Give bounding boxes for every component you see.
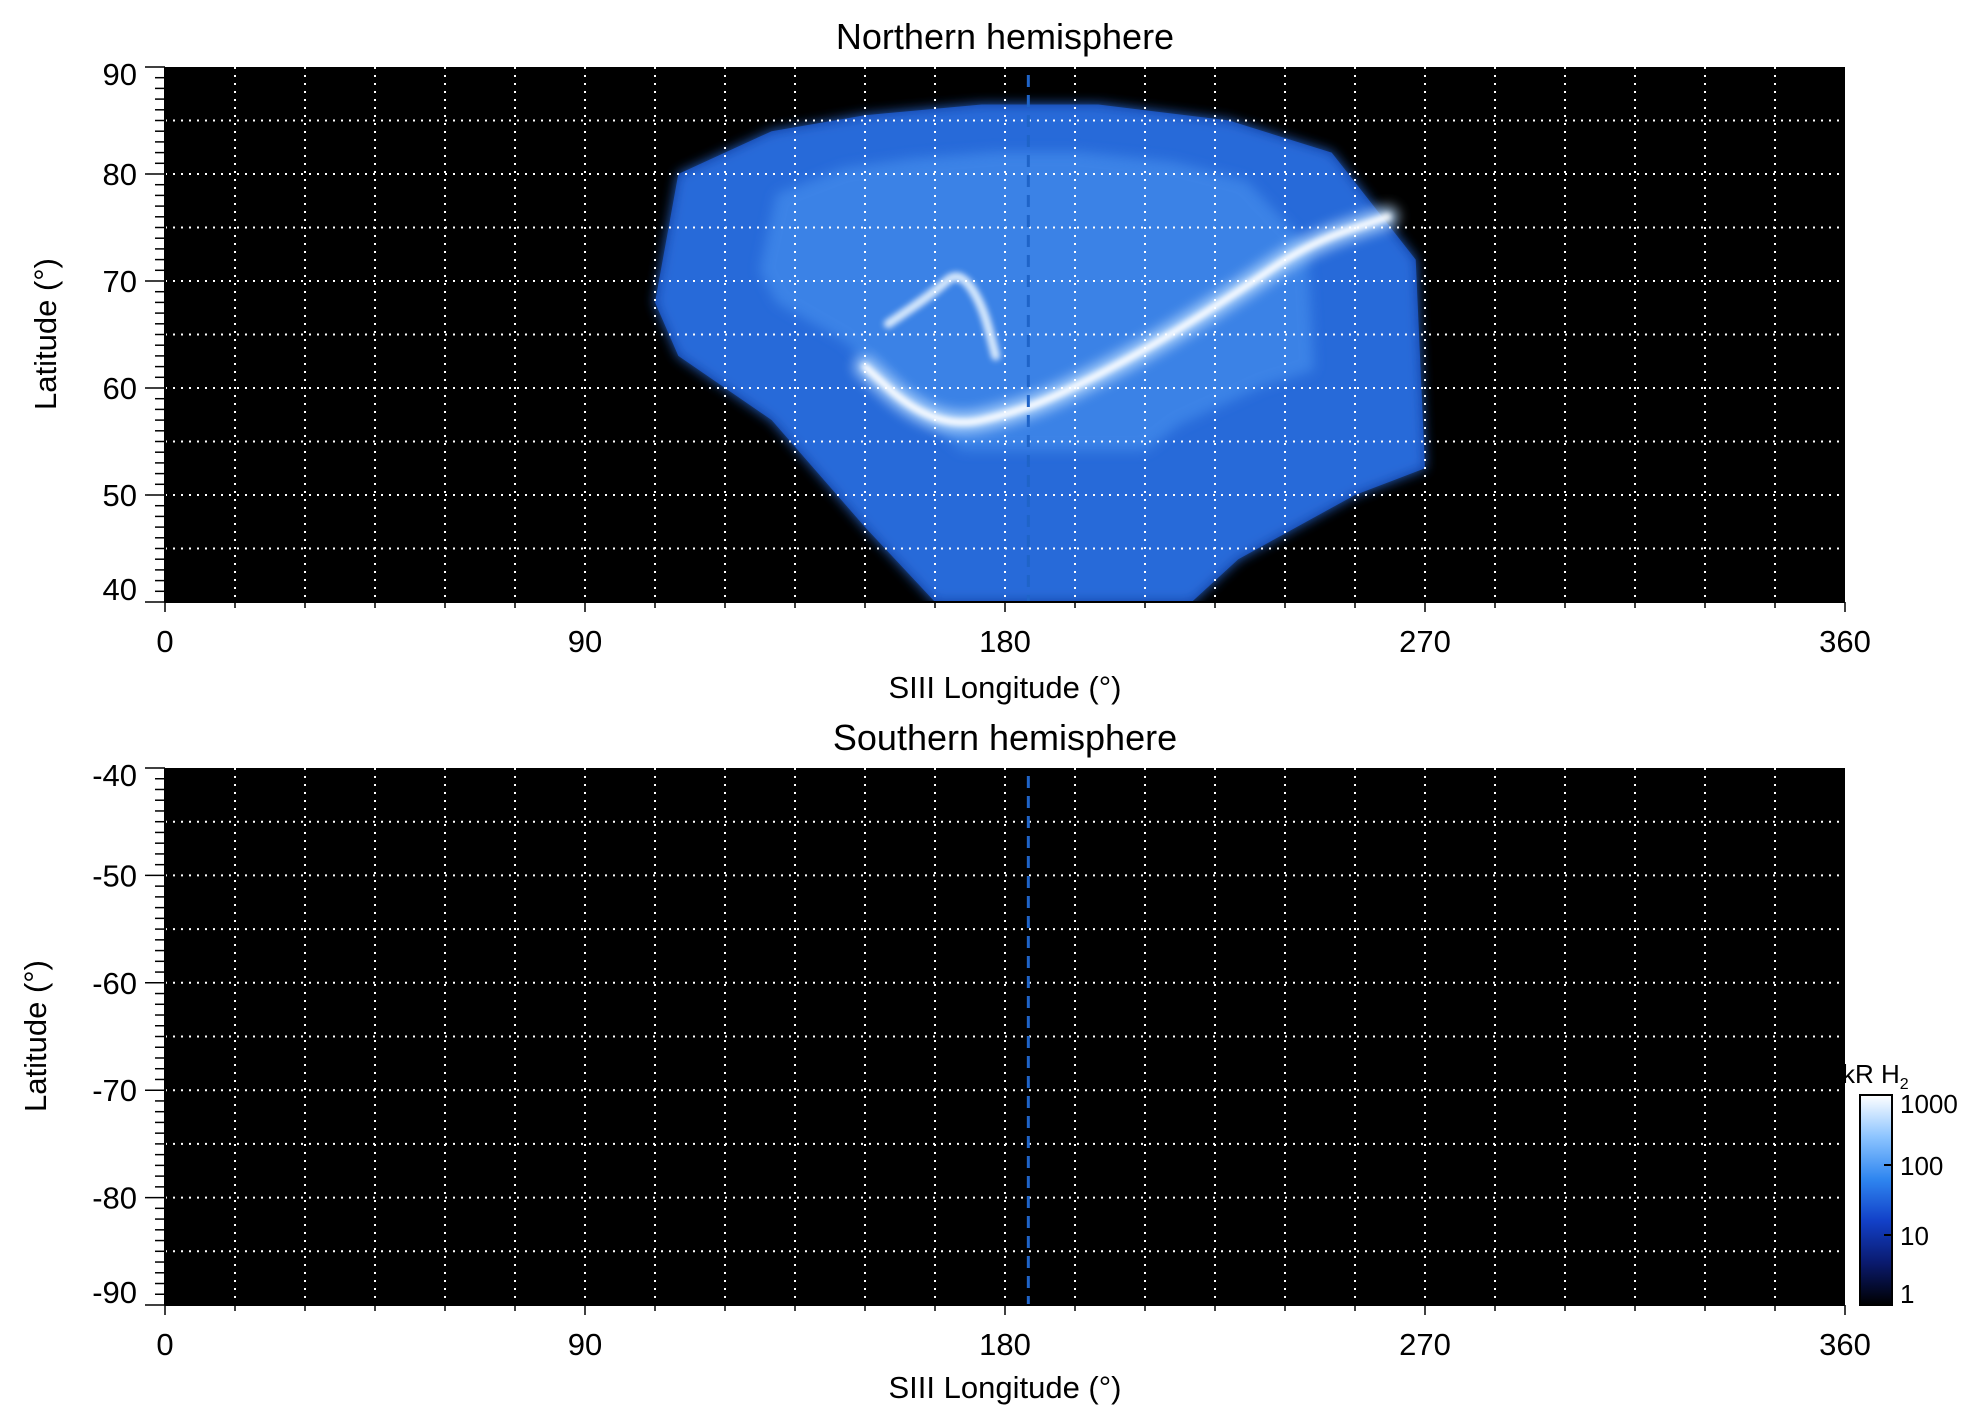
main-oval — [861, 213, 1392, 426]
northern-x-axis-label: SIII Longitude (°) — [889, 670, 1122, 705]
y-tick-label: 60 — [103, 371, 137, 406]
x-tick-label: 180 — [979, 1327, 1031, 1362]
colorbar: kR H2 1 10 100 1000 — [1842, 1059, 1958, 1309]
y-tick-label: 70 — [103, 264, 137, 299]
x-tick-label: 0 — [156, 1327, 173, 1362]
x-tick-label: 270 — [1399, 624, 1451, 659]
colorbar-tick-label: 10 — [1900, 1221, 1929, 1251]
inner-emission-arc — [883, 272, 1001, 361]
southern-x-axis-label: SIII Longitude (°) — [889, 1370, 1122, 1405]
northern-emission-layer — [655, 104, 1425, 602]
y-tick-label: 50 — [103, 478, 137, 513]
southern-grid — [165, 768, 1845, 1305]
southern-x-axis: 0 90 180 270 360 — [156, 1304, 1871, 1362]
y-tick-label: 80 — [103, 157, 137, 192]
colorbar-title-main: kR H — [1842, 1059, 1900, 1089]
y-tick-label: 40 — [103, 572, 137, 607]
y-tick-label: -90 — [92, 1275, 137, 1310]
x-tick-label: 360 — [1819, 1327, 1871, 1362]
southern-panel: Southern hemisphere -40 -50 -60 -70 -80 -90 0… — [18, 717, 1871, 1405]
northern-y-axis-label: Latitude (°) — [28, 258, 63, 410]
northern-title: Northern hemisphere — [836, 16, 1174, 57]
northern-panel: Northern hemisphere 40 50 60 70 80 90 0 90 180 2… — [28, 16, 1871, 705]
colorbar-ticks: 1 10 100 1000 — [1884, 1089, 1958, 1309]
x-tick-label: 270 — [1399, 1327, 1451, 1362]
y-tick-label: -70 — [92, 1073, 137, 1108]
northern-grid — [165, 67, 1845, 602]
x-tick-label: 180 — [979, 624, 1031, 659]
colorbar-title-subscript: 2 — [1900, 1076, 1909, 1093]
colorbar-title: kR H2 — [1842, 1059, 1909, 1093]
x-tick-label: 0 — [156, 624, 173, 659]
y-tick-label: -40 — [92, 758, 137, 793]
southern-y-axis: -40 -50 -60 -70 -80 -90 — [92, 758, 166, 1310]
y-tick-label: -80 — [92, 1181, 137, 1216]
colorbar-tick-label: 1000 — [1900, 1089, 1958, 1119]
northern-x-axis: 0 90 180 270 360 — [156, 601, 1871, 659]
x-tick-label: 360 — [1819, 624, 1871, 659]
colorbar-tick-label: 1 — [1900, 1279, 1914, 1309]
northern-y-axis: 40 50 60 70 80 90 — [103, 57, 166, 607]
colorbar-gradient — [1859, 1094, 1893, 1306]
y-tick-label: 90 — [103, 57, 137, 92]
southern-y-axis-label: Latitude (°) — [18, 960, 53, 1112]
emission-region-bright — [759, 151, 1314, 451]
x-tick-label: 90 — [568, 624, 602, 659]
y-tick-label: -60 — [92, 966, 137, 1001]
southern-title: Southern hemisphere — [833, 717, 1177, 758]
y-tick-label: -50 — [92, 858, 137, 893]
colorbar-tick-label: 100 — [1900, 1151, 1943, 1181]
x-tick-label: 90 — [568, 1327, 602, 1362]
